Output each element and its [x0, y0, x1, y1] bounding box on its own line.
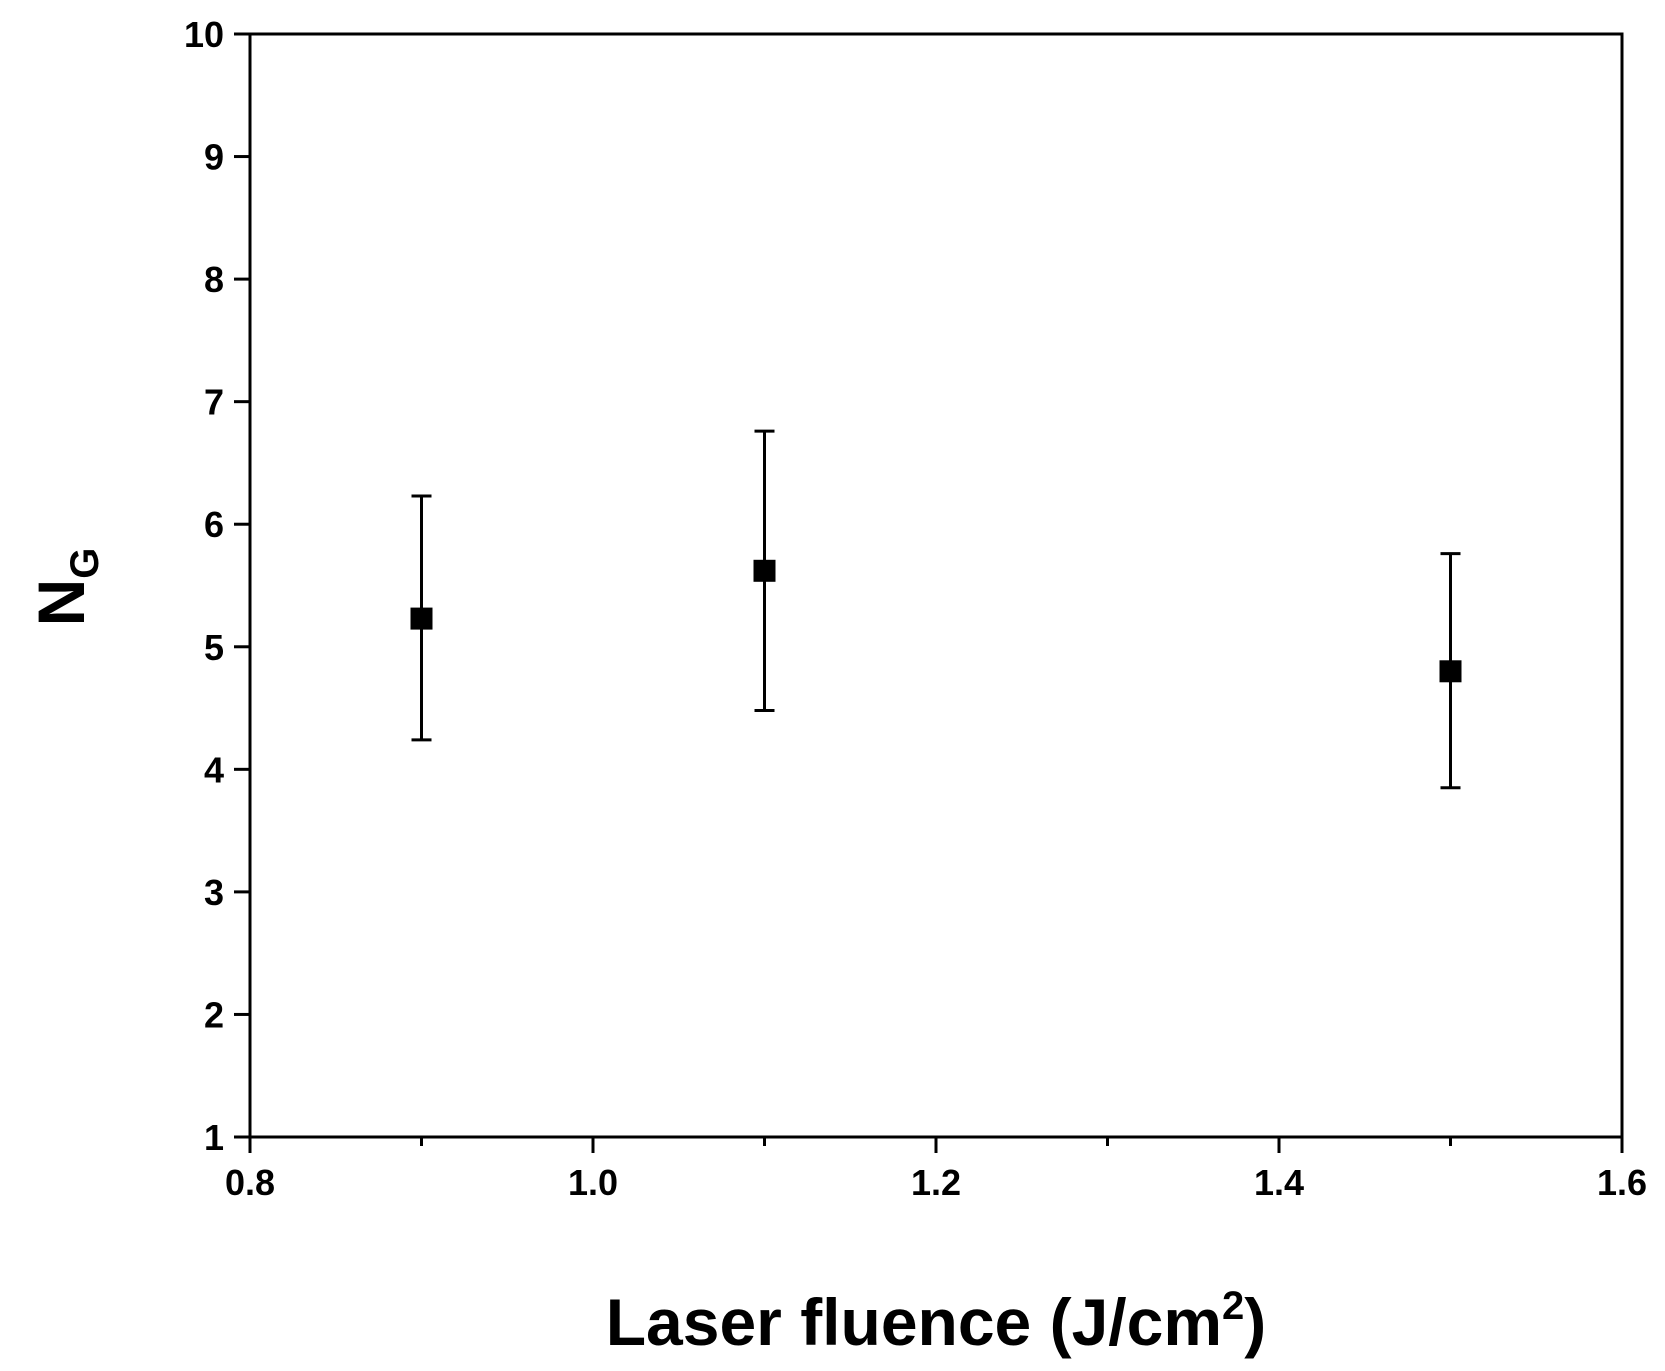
y-axis-ticks: 1 2 3 4 5 6 7 8 9 10	[184, 14, 250, 1158]
y-axis-title-subscript: G	[63, 548, 107, 579]
y-tick-label: 9	[204, 137, 224, 178]
y-tick-label: 10	[184, 14, 224, 55]
data-point	[753, 429, 776, 713]
x-axis-title-main: Laser fluence (J/cm	[606, 1285, 1222, 1359]
y-tick-label: 6	[204, 504, 224, 545]
data-point	[410, 494, 433, 742]
x-tick-label: 1.0	[568, 1162, 618, 1203]
x-tick-label: 0.8	[225, 1162, 275, 1203]
data-point	[1439, 552, 1462, 790]
x-axis-title-superscript: 2	[1222, 1284, 1244, 1328]
y-axis-title: NG	[24, 548, 107, 627]
y-tick-label: 3	[204, 872, 224, 913]
y-tick-label: 2	[204, 994, 224, 1035]
x-axis-title-close: )	[1244, 1285, 1266, 1359]
y-tick-label: 8	[204, 259, 224, 300]
y-tick-label: 7	[204, 382, 224, 423]
y-tick-label: 1	[204, 1117, 224, 1158]
y-tick-label: 5	[204, 627, 224, 668]
square-marker	[410, 607, 433, 630]
square-marker	[753, 559, 776, 582]
plot-frame	[248, 32, 1624, 1139]
y-axis-title-main: N	[24, 579, 98, 627]
x-tick-label: 1.2	[911, 1162, 961, 1203]
data-points	[410, 429, 1462, 790]
x-tick-label: 1.6	[1597, 1162, 1647, 1203]
x-tick-label: 1.4	[1254, 1162, 1304, 1203]
x-axis-ticks: 0.8 1.0 1.2 1.4 1.6	[225, 1137, 1647, 1203]
x-axis-title: Laser fluence (J/cm2)	[606, 1284, 1267, 1359]
y-tick-label: 4	[204, 749, 224, 790]
square-marker	[1439, 660, 1462, 683]
